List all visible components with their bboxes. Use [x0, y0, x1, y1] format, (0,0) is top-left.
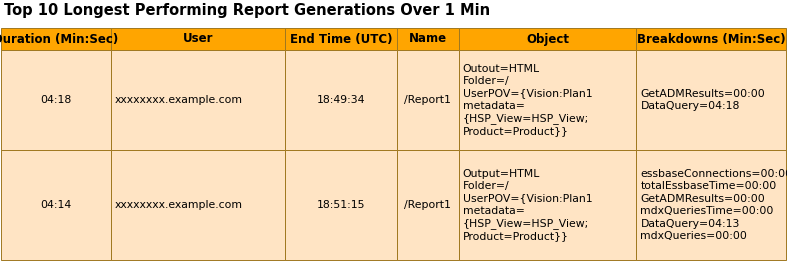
Bar — [459, 28, 637, 50]
Text: Output=HTML
Folder=/
UserPOV={Vision:Plan1
metadata=
{HSP_View=HSP_View;
Product: Output=HTML Folder=/ UserPOV={Vision:Pla… — [463, 169, 593, 241]
Text: 04:18: 04:18 — [40, 95, 72, 105]
Bar — [397, 150, 459, 260]
Text: /Report1: /Report1 — [405, 200, 452, 210]
Text: User: User — [183, 33, 213, 46]
Text: /Report1: /Report1 — [405, 95, 452, 105]
Text: Object: Object — [526, 33, 569, 46]
Text: 18:49:34: 18:49:34 — [317, 95, 365, 105]
Text: GetADMResults=00:00
DataQuery=04:18: GetADMResults=00:00 DataQuery=04:18 — [641, 89, 765, 111]
Text: Name: Name — [409, 33, 447, 46]
Bar — [637, 50, 786, 150]
Bar — [397, 28, 459, 50]
Bar — [285, 50, 397, 150]
Bar — [285, 150, 397, 260]
Text: xxxxxxxx.example.com: xxxxxxxx.example.com — [115, 200, 242, 210]
Text: xxxxxxxx.example.com: xxxxxxxx.example.com — [115, 95, 242, 105]
Bar — [111, 150, 285, 260]
Text: 04:14: 04:14 — [40, 200, 72, 210]
Bar — [111, 50, 285, 150]
Bar — [459, 150, 637, 260]
Bar — [1, 150, 111, 260]
Bar — [637, 150, 786, 260]
Bar — [111, 28, 285, 50]
Text: Duration (Min:Sec): Duration (Min:Sec) — [0, 33, 119, 46]
Text: Outout=HTML
Folder=/
UserPOV={Vision:Plan1
metadata=
{HSP_View=HSP_View;
Product: Outout=HTML Folder=/ UserPOV={Vision:Pla… — [463, 63, 593, 137]
Bar — [1, 28, 111, 50]
Bar — [285, 28, 397, 50]
Bar — [459, 50, 637, 150]
Text: 18:51:15: 18:51:15 — [317, 200, 365, 210]
Text: Breakdowns (Min:Sec): Breakdowns (Min:Sec) — [637, 33, 785, 46]
Bar — [1, 50, 111, 150]
Text: End Time (UTC): End Time (UTC) — [290, 33, 393, 46]
Bar — [397, 50, 459, 150]
Text: essbaseConnections=00:00
totalEssbaseTime=00:00
GetADMResults=00:00
mdxQueriesTi: essbaseConnections=00:00 totalEssbaseTim… — [641, 169, 787, 241]
Text: Top 10 Longest Performing Report Generations Over 1 Min: Top 10 Longest Performing Report Generat… — [4, 3, 490, 18]
Bar — [637, 28, 786, 50]
